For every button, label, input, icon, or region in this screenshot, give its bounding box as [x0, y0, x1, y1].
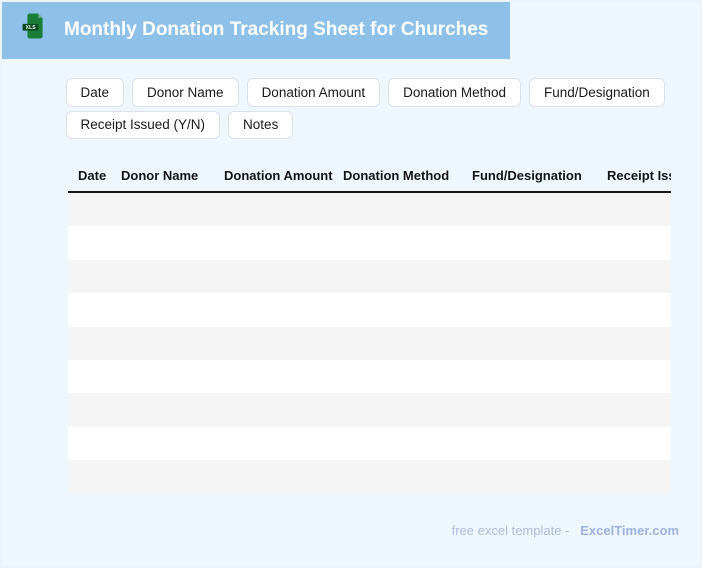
svg-text:XLS: XLS: [26, 25, 37, 31]
